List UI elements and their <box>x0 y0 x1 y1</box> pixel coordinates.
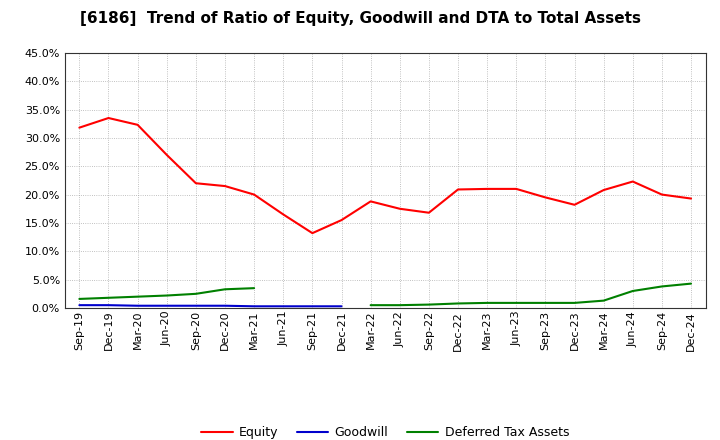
Equity <box>483 186 492 191</box>
Deferred Tax Assets <box>629 288 637 293</box>
Equity <box>599 187 608 193</box>
Equity <box>425 210 433 215</box>
Equity <box>75 125 84 130</box>
Deferred Tax Assets <box>483 300 492 305</box>
Deferred Tax Assets <box>366 303 375 308</box>
Text: [6186]  Trend of Ratio of Equity, Goodwill and DTA to Total Assets: [6186] Trend of Ratio of Equity, Goodwil… <box>79 11 641 26</box>
Goodwill <box>192 303 200 308</box>
Deferred Tax Assets <box>425 302 433 307</box>
Goodwill <box>133 303 142 308</box>
Equity <box>570 202 579 207</box>
Deferred Tax Assets <box>104 295 113 301</box>
Equity <box>687 196 696 201</box>
Equity <box>250 192 258 197</box>
Goodwill <box>308 304 317 309</box>
Deferred Tax Assets <box>192 291 200 297</box>
Deferred Tax Assets <box>250 286 258 291</box>
Equity <box>512 186 521 191</box>
Equity <box>337 217 346 223</box>
Equity <box>133 122 142 128</box>
Deferred Tax Assets <box>570 300 579 305</box>
Line: Goodwill: Goodwill <box>79 305 341 306</box>
Deferred Tax Assets <box>599 298 608 303</box>
Equity <box>104 115 113 121</box>
Deferred Tax Assets <box>220 286 229 292</box>
Goodwill <box>250 304 258 309</box>
Goodwill <box>163 303 171 308</box>
Goodwill <box>104 303 113 308</box>
Equity <box>192 180 200 186</box>
Deferred Tax Assets <box>454 301 462 306</box>
Deferred Tax Assets <box>657 284 666 289</box>
Goodwill <box>337 304 346 309</box>
Equity <box>220 183 229 189</box>
Equity <box>541 195 550 200</box>
Legend: Equity, Goodwill, Deferred Tax Assets: Equity, Goodwill, Deferred Tax Assets <box>197 422 574 440</box>
Goodwill <box>279 304 287 309</box>
Deferred Tax Assets <box>163 293 171 298</box>
Equity <box>657 192 666 197</box>
Deferred Tax Assets <box>541 300 550 305</box>
Equity <box>395 206 404 211</box>
Equity <box>454 187 462 192</box>
Deferred Tax Assets <box>133 294 142 299</box>
Equity <box>308 231 317 236</box>
Line: Equity: Equity <box>79 118 691 233</box>
Goodwill <box>75 303 84 308</box>
Line: Deferred Tax Assets: Deferred Tax Assets <box>79 284 691 305</box>
Equity <box>629 179 637 184</box>
Equity <box>279 212 287 217</box>
Deferred Tax Assets <box>512 300 521 305</box>
Deferred Tax Assets <box>687 281 696 286</box>
Deferred Tax Assets <box>75 296 84 301</box>
Deferred Tax Assets <box>395 303 404 308</box>
Equity <box>366 199 375 204</box>
Equity <box>163 152 171 158</box>
Goodwill <box>220 303 229 308</box>
